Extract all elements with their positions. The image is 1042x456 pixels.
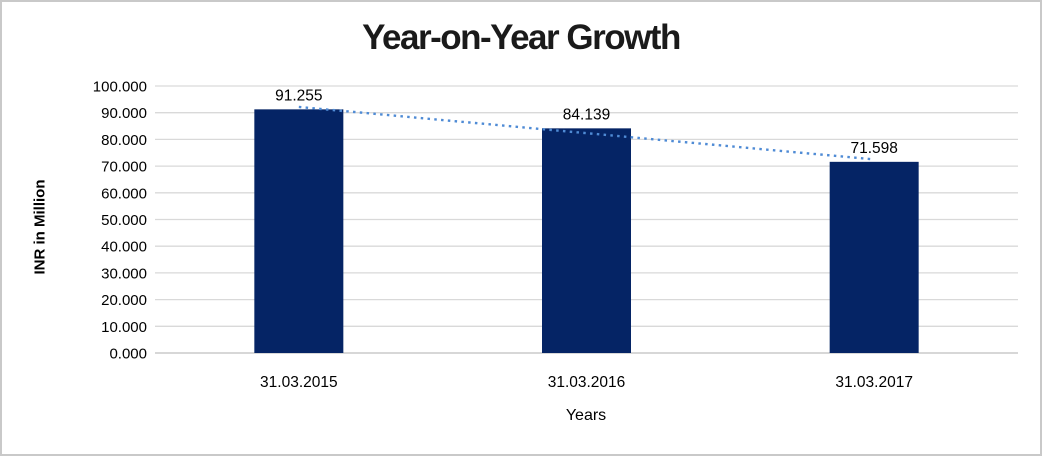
y-tick-label: 80.000 xyxy=(101,132,147,149)
x-tick-label: 31.03.2016 xyxy=(548,374,626,391)
bar-31.03.2017 xyxy=(829,161,919,353)
y-tick-label: 90.000 xyxy=(101,105,147,122)
y-tick-label: 10.000 xyxy=(101,319,147,336)
y-tick-label: 20.000 xyxy=(101,292,147,309)
y-tick-label: 30.000 xyxy=(101,265,147,282)
bar-31.03.2016 xyxy=(542,128,631,353)
x-tick-label: 31.03.2017 xyxy=(835,374,913,391)
x-tick-label: 31.03.2015 xyxy=(260,374,338,391)
data-label: 91.255 xyxy=(275,87,322,104)
x-axis-title: Years xyxy=(565,407,607,424)
y-tick-label: 50.000 xyxy=(101,212,147,229)
y-tick-label: 0.000 xyxy=(109,346,147,363)
trendline xyxy=(298,105,875,161)
y-tick-label: 70.000 xyxy=(101,159,147,176)
y-tick-label: 100.000 xyxy=(93,79,147,96)
chart-title: Year-on-Year Growth xyxy=(362,18,681,57)
y-tick-label: 40.000 xyxy=(101,239,147,256)
data-label: 84.139 xyxy=(563,106,610,123)
bar-31.03.2015 xyxy=(254,109,344,353)
y-tick-label: 60.000 xyxy=(101,185,147,202)
data-label: 71.598 xyxy=(850,140,897,157)
